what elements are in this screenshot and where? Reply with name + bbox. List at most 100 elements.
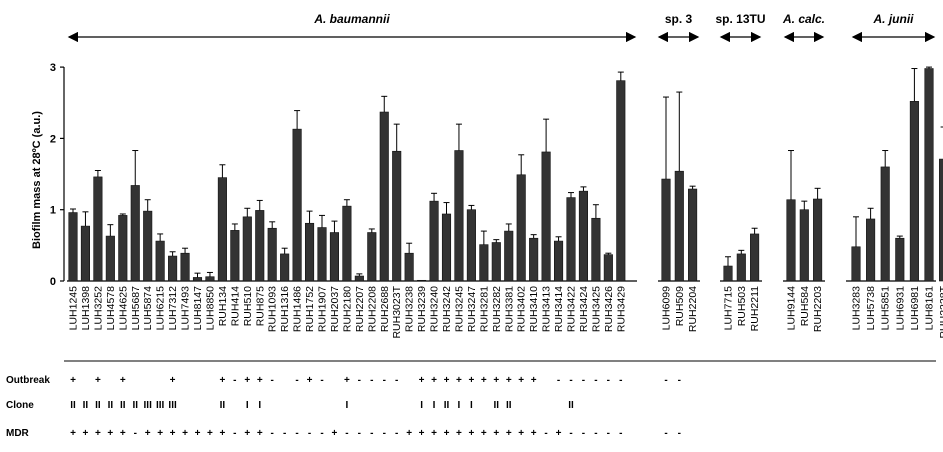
annotation-symbol: +	[531, 428, 537, 439]
x-tick-label: LUH1398	[80, 286, 92, 331]
annotation-symbol: -	[320, 375, 323, 386]
bar	[723, 265, 733, 282]
bar	[205, 276, 215, 282]
bar	[105, 235, 115, 282]
annotation-symbol: +	[182, 428, 188, 439]
x-tick-label: RUH134	[217, 286, 229, 326]
annotation-symbol: -	[358, 375, 361, 386]
x-tick-label: RUH1907	[317, 286, 329, 332]
x-tick-label: RUH3281	[478, 286, 490, 332]
annotation-symbol: II	[132, 400, 138, 411]
annotation-symbol: -	[569, 428, 572, 439]
bar	[866, 218, 876, 282]
x-tick-label: LUH9144	[786, 286, 798, 331]
x-tick-label: RUH2688	[379, 286, 391, 332]
annotation-symbol: I	[458, 400, 461, 411]
annotation-symbol: +	[506, 375, 512, 386]
annotation-symbol: -	[607, 428, 610, 439]
bar	[466, 209, 476, 282]
group-label: A. calc.	[782, 12, 825, 26]
annotation-symbol: +	[70, 375, 76, 386]
x-tick-label: RUH510	[242, 286, 254, 326]
annotation-row-label: Clone	[6, 400, 34, 411]
x-tick-label: LUH5874	[142, 286, 154, 331]
x-tick-label: RUH3282	[491, 286, 503, 332]
annotation-symbol: +	[244, 375, 250, 386]
bar	[280, 253, 290, 282]
annotation-symbol: -	[295, 375, 298, 386]
bar	[909, 101, 919, 282]
x-tick-label: RUH2037	[329, 286, 341, 332]
bar	[367, 232, 377, 282]
annotation-symbol: +	[531, 375, 537, 386]
annotation-symbol: I	[420, 400, 423, 411]
annotation-symbol: -	[271, 428, 274, 439]
x-tick-label: RUH1316	[279, 286, 291, 332]
x-tick-label: LUH7493	[180, 286, 192, 331]
annotation-symbol: +	[444, 428, 450, 439]
annotation-symbol: +	[257, 375, 263, 386]
x-tick-label: RUH414	[229, 286, 241, 326]
annotation-symbol: +	[493, 428, 499, 439]
bar	[304, 222, 315, 282]
x-tick-label: RUH1093	[267, 286, 279, 332]
x-tick-label: LUH8161	[924, 286, 936, 331]
bar	[786, 199, 796, 282]
x-tick-label: LUH4625	[117, 286, 129, 331]
bar	[491, 242, 501, 282]
x-tick-label: RUH509	[674, 286, 686, 326]
x-tick-label: RUH1486	[292, 286, 304, 332]
x-tick-label: RUH2228T	[938, 285, 943, 338]
bar	[404, 252, 414, 282]
x-tick-label: LUH7715	[723, 286, 735, 331]
annotation-symbol: +	[518, 428, 524, 439]
bar	[895, 237, 905, 282]
y-tick-label: 0	[50, 276, 56, 288]
bar	[192, 277, 203, 282]
annotation-symbol: -	[582, 375, 585, 386]
annotation-symbol: +	[468, 375, 474, 386]
annotation-symbol: -	[619, 375, 622, 386]
group-label: A. junii	[873, 12, 915, 26]
bar	[578, 190, 589, 282]
bar	[329, 232, 340, 282]
bar	[674, 170, 684, 282]
bar	[379, 111, 389, 282]
annotation-symbol: III	[144, 400, 153, 411]
x-tick-label: RUH3023T	[391, 285, 403, 338]
annotation-symbol: I	[246, 400, 249, 411]
bar	[242, 216, 252, 282]
bar	[317, 227, 327, 282]
annotation-symbol: -	[370, 375, 373, 386]
y-axis-title: Biofilm mass at 28ºC (a.u.)	[31, 111, 43, 249]
bar	[267, 227, 277, 282]
bar	[516, 174, 526, 282]
bar	[591, 217, 601, 282]
bar	[736, 253, 746, 282]
annotation-symbol: -	[395, 428, 398, 439]
x-tick-label: LUH1245	[68, 286, 80, 331]
bar	[230, 230, 240, 282]
annotation-symbol: I	[470, 400, 473, 411]
annotation-symbol: -	[320, 428, 323, 439]
x-tick-label: LUH6099	[661, 286, 673, 331]
bar	[750, 233, 760, 282]
bar	[688, 188, 698, 282]
annotation-symbol: +	[257, 428, 263, 439]
annotation-symbol: II	[120, 400, 126, 411]
annotation-symbol: +	[419, 428, 425, 439]
bar	[454, 150, 464, 282]
annotation-symbol: -	[607, 375, 610, 386]
x-tick-label: RUH2180	[341, 286, 353, 332]
bar	[616, 80, 626, 282]
annotation-symbol: -	[678, 375, 681, 386]
annotation-symbol: -	[383, 428, 386, 439]
x-tick-label: RUH3402	[516, 286, 528, 332]
annotation-symbol: III	[168, 400, 177, 411]
annotation-symbol: -	[308, 428, 311, 439]
annotation-symbol: II	[506, 400, 512, 411]
annotation-symbol: -	[295, 428, 298, 439]
annotation-symbol: +	[468, 428, 474, 439]
x-tick-label: RUH3238	[404, 286, 416, 332]
